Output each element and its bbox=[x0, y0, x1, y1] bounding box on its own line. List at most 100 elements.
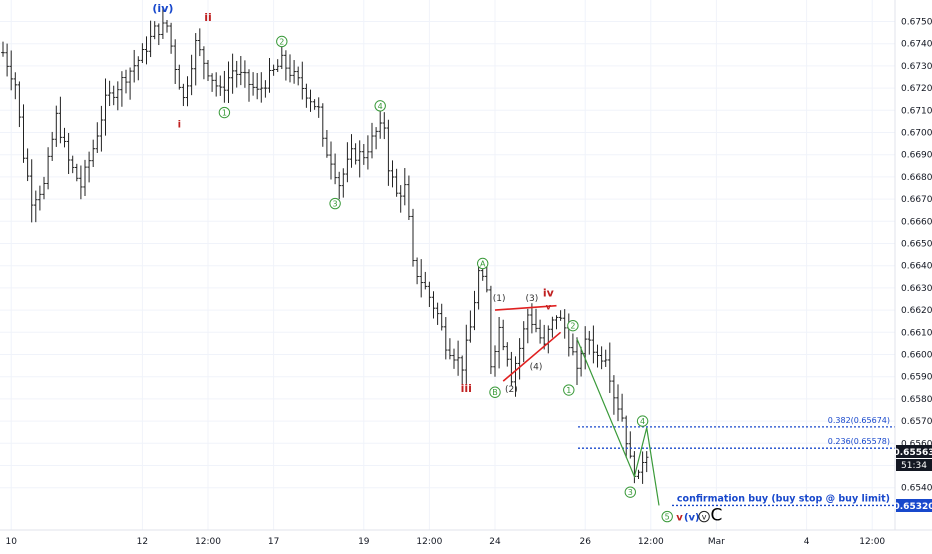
ohlc-bar bbox=[141, 43, 145, 63]
svg-text:iv: iv bbox=[543, 286, 555, 299]
level-price-tag: 0.65320 bbox=[894, 499, 932, 512]
svg-text:1: 1 bbox=[222, 109, 227, 118]
ohlc-bar bbox=[210, 73, 214, 92]
ohlc-bar bbox=[67, 133, 71, 174]
ohlc-bar bbox=[497, 317, 501, 368]
ohlc-bar bbox=[563, 309, 567, 339]
wave-label: C bbox=[710, 506, 722, 526]
ohlc-bar bbox=[149, 21, 153, 57]
ohlc-bar bbox=[493, 345, 497, 376]
svg-text:5: 5 bbox=[665, 513, 670, 522]
ohlc-bar bbox=[321, 103, 325, 147]
ohlc-bar bbox=[251, 72, 255, 96]
svg-text:(v): (v) bbox=[684, 513, 700, 524]
wave-label: 4 bbox=[637, 416, 647, 426]
ohlc-bar bbox=[116, 81, 120, 110]
ohlc-bar bbox=[411, 209, 415, 267]
ohlc-bar bbox=[50, 132, 54, 161]
ohlc-bar bbox=[346, 142, 350, 182]
svg-text:v: v bbox=[702, 513, 707, 522]
ohlc-bar bbox=[243, 60, 247, 87]
ohlc-bar bbox=[592, 326, 596, 364]
svg-text:(4): (4) bbox=[530, 363, 543, 373]
ohlc-bar bbox=[333, 154, 337, 185]
wave-label: (v) bbox=[684, 513, 700, 524]
x-tick-label: 10 bbox=[5, 537, 17, 547]
wave-label: (4) bbox=[530, 363, 543, 373]
ohlc-bar bbox=[448, 338, 452, 359]
ohlc-bar bbox=[96, 122, 100, 153]
ohlc-bar bbox=[391, 160, 395, 187]
ohlc-bar bbox=[202, 46, 206, 79]
ohlc-bar bbox=[137, 56, 141, 80]
ohlc-bar bbox=[444, 317, 448, 359]
svg-text:iii: iii bbox=[461, 382, 472, 395]
ohlc-bar bbox=[612, 375, 616, 415]
svg-text:2: 2 bbox=[279, 37, 284, 46]
ohlc-bar bbox=[633, 451, 637, 483]
ohlc-bar bbox=[526, 309, 530, 343]
ohlc-bar bbox=[309, 90, 313, 112]
ohlc-bar bbox=[383, 112, 387, 139]
ohlc-bar bbox=[239, 56, 243, 85]
ohlc-bar bbox=[547, 325, 551, 353]
ohlc-bar bbox=[616, 384, 620, 421]
x-tick-label: 26 bbox=[579, 537, 591, 547]
ohlc-bar bbox=[604, 350, 608, 367]
ohlc-bar bbox=[629, 431, 633, 458]
ohlc-bar bbox=[452, 349, 456, 369]
ohlc-bar bbox=[415, 258, 419, 285]
wave-label: iv bbox=[543, 286, 555, 299]
ohlc-bar bbox=[153, 21, 157, 39]
ohlc-bars bbox=[1, 8, 648, 484]
ohlc-bar bbox=[214, 72, 218, 96]
svg-text:4: 4 bbox=[640, 417, 645, 426]
ohlc-bar bbox=[624, 416, 628, 458]
ohlc-bar bbox=[22, 104, 26, 162]
ohlc-bar bbox=[329, 142, 333, 180]
wave-label: ii bbox=[204, 11, 212, 24]
ohlc-bar bbox=[247, 69, 251, 101]
svg-text:(3): (3) bbox=[526, 294, 539, 304]
ohlc-bar bbox=[645, 451, 649, 472]
ohlc-bar bbox=[87, 152, 91, 183]
ohlc-bar bbox=[395, 169, 399, 197]
ohlc-bar bbox=[288, 54, 292, 82]
ohlc-bar bbox=[5, 44, 9, 77]
ohlc-bar bbox=[55, 106, 59, 147]
ohlc-bar bbox=[104, 79, 108, 136]
ohlc-bar bbox=[559, 310, 563, 321]
ohlc-bar bbox=[14, 72, 18, 99]
ohlc-bar bbox=[227, 61, 231, 103]
y-axis[interactable]: 0.675000.674000.673000.672000.671000.670… bbox=[901, 18, 932, 494]
level-price-label: 0.65320 bbox=[894, 502, 932, 512]
level-line-label: confirmation buy (buy stop @ buy limit) bbox=[677, 493, 890, 504]
ohlc-bar bbox=[173, 39, 177, 84]
ohlc-bar bbox=[571, 333, 575, 355]
ohlc-bar bbox=[292, 60, 296, 84]
svg-text:ii: ii bbox=[204, 11, 212, 24]
ohlc-bar bbox=[59, 97, 63, 144]
ohlc-bar bbox=[169, 23, 173, 54]
ohlc-bar bbox=[342, 168, 346, 197]
ohlc-bar bbox=[124, 70, 128, 94]
ohlc-bar bbox=[428, 282, 432, 307]
wave-label: 1 bbox=[564, 385, 574, 395]
ohlc-bar bbox=[317, 97, 321, 118]
x-tick-label: 17 bbox=[268, 537, 279, 547]
svg-text:i: i bbox=[178, 120, 181, 131]
svg-text:B: B bbox=[492, 388, 498, 397]
ohlc-bar bbox=[588, 331, 592, 355]
ohlc-bar bbox=[100, 106, 104, 152]
